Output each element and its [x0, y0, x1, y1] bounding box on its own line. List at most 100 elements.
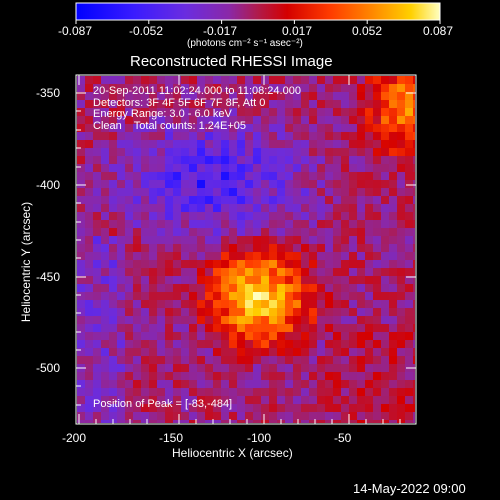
image-pixel	[149, 372, 157, 380]
image-pixel	[237, 204, 245, 212]
image-pixel	[205, 276, 213, 284]
image-pixel	[101, 276, 109, 284]
image-pixel	[269, 188, 277, 196]
image-pixel	[205, 116, 213, 124]
image-pixel	[269, 156, 277, 164]
image-pixel	[341, 132, 349, 140]
image-pixel	[165, 108, 173, 116]
image-pixel	[341, 236, 349, 244]
image-pixel	[189, 76, 197, 84]
image-pixel	[213, 284, 221, 292]
image-pixel	[117, 420, 125, 423]
image-pixel	[317, 300, 325, 308]
image-pixel	[389, 252, 397, 260]
image-pixel	[301, 324, 309, 332]
image-pixel	[261, 196, 269, 204]
image-pixel	[341, 212, 349, 220]
image-pixel	[229, 244, 237, 252]
image-pixel	[125, 196, 133, 204]
image-pixel	[237, 284, 245, 292]
image-pixel	[93, 276, 101, 284]
image-pixel	[333, 132, 341, 140]
image-pixel	[205, 340, 213, 348]
image-pixel	[149, 324, 157, 332]
image-pixel	[269, 172, 277, 180]
image-pixel	[261, 404, 269, 412]
image-pixel	[277, 348, 285, 356]
image-pixel	[357, 348, 365, 356]
image-pixel	[285, 124, 293, 132]
image-pixel	[85, 172, 93, 180]
image-pixel	[173, 236, 181, 244]
image-pixel	[277, 228, 285, 236]
image-pixel	[405, 108, 413, 116]
image-pixel	[389, 132, 397, 140]
image-pixel	[293, 252, 301, 260]
image-pixel	[341, 164, 349, 172]
image-pixel	[173, 228, 181, 236]
image-pixel	[133, 260, 141, 268]
image-pixel	[253, 372, 261, 380]
image-pixel	[365, 412, 373, 420]
image-pixel	[109, 116, 117, 124]
image-pixel	[325, 332, 333, 340]
image-pixel	[229, 188, 237, 196]
image-pixel	[349, 204, 357, 212]
image-pixel	[197, 108, 205, 116]
image-pixel	[413, 212, 415, 220]
image-pixel	[293, 124, 301, 132]
image-pixel	[341, 420, 349, 423]
image-pixel	[237, 372, 245, 380]
image-pixel	[93, 196, 101, 204]
image-pixel	[341, 148, 349, 156]
image-pixel	[373, 124, 381, 132]
image-pixel	[253, 108, 261, 116]
image-pixel	[205, 76, 213, 84]
image-pixel	[77, 356, 85, 364]
image-pixel	[205, 348, 213, 356]
image-pixel	[133, 180, 141, 188]
image-pixel	[253, 172, 261, 180]
image-pixel	[101, 372, 109, 380]
image-pixel	[293, 324, 301, 332]
image-pixel	[341, 404, 349, 412]
image-pixel	[213, 76, 221, 84]
image-pixel	[293, 364, 301, 372]
image-pixel	[101, 172, 109, 180]
image-pixel	[293, 116, 301, 124]
image-pixel	[213, 156, 221, 164]
image-pixel	[349, 132, 357, 140]
image-pixel	[85, 372, 93, 380]
image-pixel	[237, 148, 245, 156]
image-pixel	[125, 276, 133, 284]
image-pixel	[269, 276, 277, 284]
image-pixel	[197, 324, 205, 332]
image-pixel	[141, 196, 149, 204]
image-pixel	[237, 276, 245, 284]
image-pixel	[277, 260, 285, 268]
image-pixel	[189, 148, 197, 156]
image-pixel	[229, 140, 237, 148]
image-pixel	[237, 108, 245, 116]
image-pixel	[277, 164, 285, 172]
image-pixel	[229, 356, 237, 364]
image-pixel	[117, 404, 125, 412]
image-pixel	[101, 236, 109, 244]
image-pixel	[125, 340, 133, 348]
image-pixel	[205, 292, 213, 300]
image-pixel	[389, 108, 397, 116]
image-pixel	[93, 340, 101, 348]
image-pixel	[229, 252, 237, 260]
image-pixel	[253, 252, 261, 260]
image-pixel	[261, 124, 269, 132]
image-pixel	[381, 308, 389, 316]
image-pixel	[237, 196, 245, 204]
image-pixel	[181, 300, 189, 308]
image-pixel	[149, 148, 157, 156]
image-pixel	[269, 148, 277, 156]
image-pixel	[325, 268, 333, 276]
image-pixel	[405, 396, 413, 404]
image-pixel	[293, 396, 301, 404]
image-pixel	[189, 316, 197, 324]
image-pixel	[205, 412, 213, 420]
